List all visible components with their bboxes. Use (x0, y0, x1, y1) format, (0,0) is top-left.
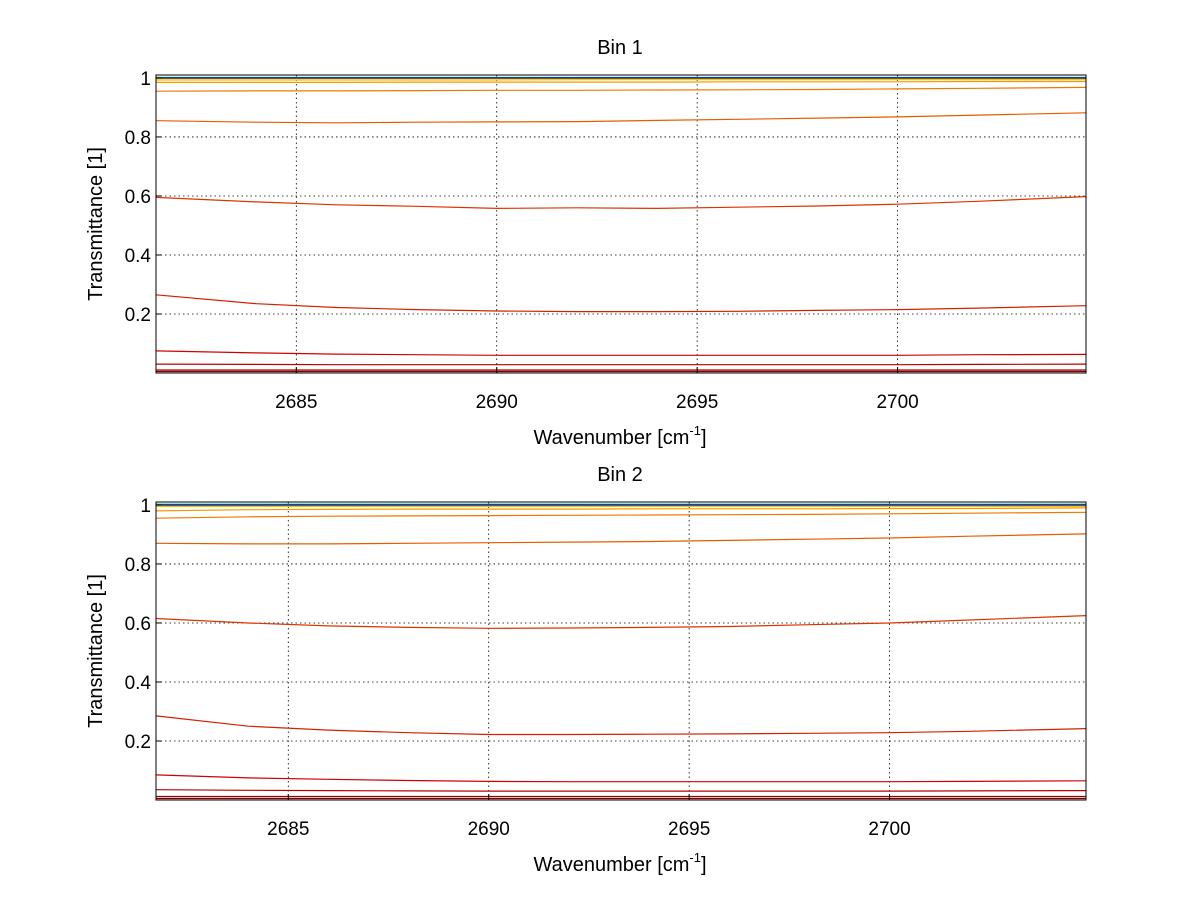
series-line (155, 615, 1087, 629)
plot-area (155, 76, 1087, 373)
x-tick-label: 2700 (868, 819, 910, 840)
y-tick-label: 0.2 (125, 305, 151, 326)
series-line (156, 80, 1086, 84)
y-tick-label: 0.4 (125, 246, 152, 267)
chart-bin-2: Bin 2 2685 2690 2695 2700 0.2 0.4 0.6 0.8 1 Wav… (85, 464, 1087, 876)
series-group (155, 503, 1087, 800)
x-axis-label-superscript: -1 (689, 850, 701, 865)
series-line (155, 511, 1087, 519)
y-tick-label: 0.8 (125, 128, 151, 149)
x-axis-label-suffix: ] (701, 854, 707, 876)
series-line (155, 715, 1087, 736)
x-tick-label: 2690 (468, 819, 510, 840)
plot-area (155, 503, 1087, 800)
chart-title: Bin 1 (597, 37, 643, 59)
y-tick-label: 0.8 (125, 555, 151, 576)
y-tick-label: 0.6 (125, 614, 151, 635)
x-tick-label: 2690 (476, 392, 518, 413)
series-line (155, 350, 1087, 356)
series-line (155, 507, 1087, 512)
y-tick-label: 1 (140, 496, 151, 517)
series-line (155, 86, 1087, 92)
x-tick-label: 2695 (668, 819, 710, 840)
x-axis-label-superscript: -1 (689, 423, 701, 438)
x-axis-label: Wavenumber [cm-1] (533, 850, 706, 876)
axes-box (155, 74, 1087, 374)
series-line (155, 196, 1087, 210)
y-tick-labels: 0.2 0.4 0.6 0.8 1 (125, 69, 162, 326)
x-axis-label: Wavenumber [cm-1] (533, 423, 706, 449)
y-tick-label: 1 (140, 69, 151, 90)
y-axis-label: Transmittance [1] (85, 147, 107, 301)
x-tick-label: 2685 (267, 819, 309, 840)
x-tick-label: 2695 (676, 392, 718, 413)
chart-title: Bin 2 (597, 464, 643, 486)
x-tick-label: 2700 (876, 392, 918, 413)
axes-box (155, 501, 1087, 801)
chart-bin-1: Bin 1 2685 2690 2695 2700 0.2 0.4 0.6 0.8 1 Wav… (85, 37, 1087, 449)
x-tick-labels: 2685 2690 2695 2700 (267, 794, 911, 840)
x-tick-labels: 2685 2690 2695 2700 (275, 367, 919, 413)
series-line (155, 774, 1087, 783)
series-line (155, 789, 1087, 792)
y-axis-label: Transmittance [1] (85, 574, 107, 728)
series-line (155, 294, 1087, 313)
y-tick-label: 0.6 (125, 187, 151, 208)
y-tick-label: 0.2 (125, 732, 151, 753)
series-group (155, 76, 1087, 373)
y-tick-labels: 0.2 0.4 0.6 0.8 1 (125, 496, 162, 753)
y-tick-label: 0.4 (125, 673, 152, 694)
x-axis-label-suffix: ] (701, 427, 707, 449)
x-tick-label: 2685 (275, 392, 317, 413)
series-line (155, 363, 1087, 366)
series-line (155, 533, 1087, 545)
series-line (155, 112, 1087, 124)
